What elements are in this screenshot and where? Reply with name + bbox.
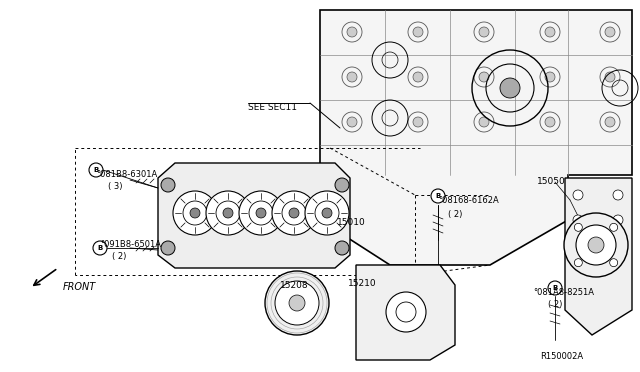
Polygon shape [158,163,350,268]
Text: °081A8-8251A: °081A8-8251A [533,288,594,297]
Circle shape [249,201,273,225]
Circle shape [161,178,175,192]
Circle shape [335,241,349,255]
Text: B: B [552,285,557,291]
Polygon shape [565,178,632,335]
Circle shape [605,27,615,37]
Circle shape [282,201,306,225]
Circle shape [289,208,299,218]
Circle shape [335,178,349,192]
Circle shape [574,223,582,231]
Circle shape [347,27,357,37]
Circle shape [89,163,103,177]
Circle shape [613,190,623,200]
Circle shape [545,117,555,127]
Text: °091B8-6501A: °091B8-6501A [100,240,161,249]
Circle shape [479,117,489,127]
Circle shape [396,302,416,322]
Circle shape [576,225,616,265]
Circle shape [183,201,207,225]
Circle shape [265,271,329,335]
Text: ( 3): ( 3) [108,182,122,191]
Circle shape [256,208,266,218]
Circle shape [479,27,489,37]
Circle shape [573,215,583,225]
Circle shape [605,117,615,127]
Circle shape [545,72,555,82]
Text: 15050: 15050 [537,177,566,186]
Text: B: B [93,167,99,173]
Circle shape [610,223,618,231]
Circle shape [573,190,583,200]
Circle shape [347,72,357,82]
Circle shape [431,189,445,203]
Circle shape [413,72,423,82]
Circle shape [289,295,305,311]
Text: 15010: 15010 [337,218,365,227]
Circle shape [574,259,582,267]
Text: ( 2): ( 2) [548,300,563,309]
Text: R150002A: R150002A [540,352,583,361]
Circle shape [161,241,175,255]
Circle shape [610,259,618,267]
Text: °081B8-6301A: °081B8-6301A [96,170,157,179]
Circle shape [500,78,520,98]
Circle shape [564,213,628,277]
Circle shape [386,292,426,332]
Text: ( 2): ( 2) [448,210,462,219]
Circle shape [272,191,316,235]
Circle shape [93,241,107,255]
Circle shape [305,191,349,235]
Text: B: B [435,193,440,199]
Circle shape [190,208,200,218]
Text: ( 2): ( 2) [112,252,126,261]
Circle shape [347,117,357,127]
Circle shape [613,215,623,225]
Circle shape [413,117,423,127]
Circle shape [605,72,615,82]
Text: SEE SEC11: SEE SEC11 [248,103,297,112]
Text: FRONT: FRONT [63,282,96,292]
Circle shape [588,237,604,253]
Text: 15208: 15208 [280,281,308,290]
Circle shape [223,208,233,218]
Circle shape [275,281,319,325]
Text: B: B [97,245,102,251]
Circle shape [322,208,332,218]
Circle shape [413,27,423,37]
Circle shape [315,201,339,225]
Polygon shape [356,265,455,360]
Circle shape [216,201,240,225]
Circle shape [239,191,283,235]
Polygon shape [320,10,632,265]
Circle shape [548,281,562,295]
Circle shape [479,72,489,82]
Circle shape [206,191,250,235]
Circle shape [545,27,555,37]
Text: °08168-6162A: °08168-6162A [438,196,499,205]
Text: 15210: 15210 [348,279,376,288]
Circle shape [173,191,217,235]
